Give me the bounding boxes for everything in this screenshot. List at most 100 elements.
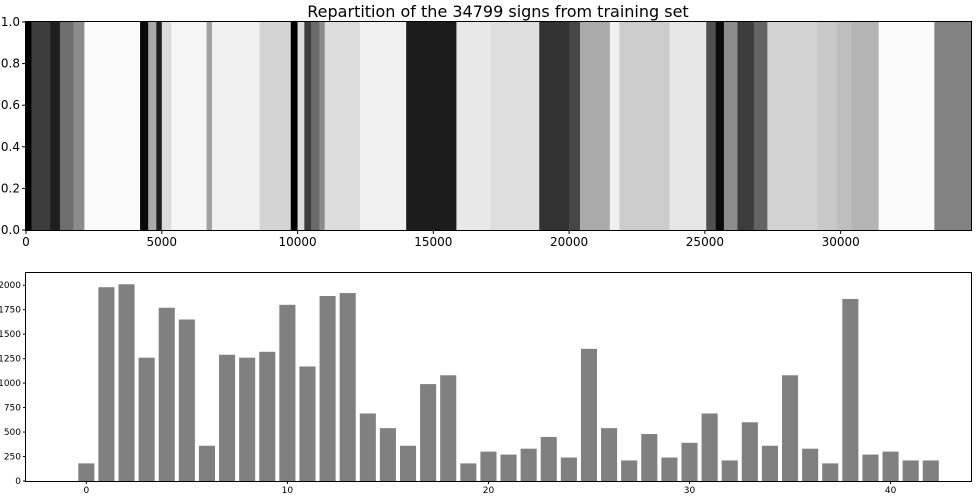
chart1-y-tick-label-1: 0.2 <box>1 181 20 195</box>
chart2-bar-29 <box>661 457 678 481</box>
chart1-segment-39 <box>878 22 935 230</box>
chart2-bar-15 <box>379 428 396 481</box>
chart1-segment-31 <box>715 22 725 230</box>
chart1-frame <box>25 21 972 231</box>
chart1-y-tick-label-5: 1.0 <box>1 15 20 29</box>
chart2-bar-20 <box>480 451 497 481</box>
chart2-bar-40 <box>882 451 899 481</box>
chart2-bar-26 <box>601 428 618 481</box>
chart1-x-tick-label-2: 10000 <box>278 235 316 249</box>
chart1-segment-16 <box>304 22 312 230</box>
chart2-y-ticks: 0 250 500 750 1000 1250 1500 1750 2000 <box>0 281 26 487</box>
chart2-x-tick-label-2: 20 <box>483 486 495 496</box>
chart1-x-tick-label-5: 25000 <box>686 235 724 249</box>
chart2-y-tick-label-0: 0 <box>15 477 21 487</box>
chart2-bar-35 <box>782 375 799 481</box>
chart1-segment-24 <box>539 22 570 230</box>
chart2-bar-17 <box>420 384 437 481</box>
chart1-x-tick-label-4: 20000 <box>550 235 588 249</box>
chart1-segment-34 <box>753 22 768 230</box>
chart1-x-tick-label-6: 30000 <box>822 235 860 249</box>
chart2-bar-16 <box>399 445 417 481</box>
chart1-plot: 0 5000 10000 15000 20000 25000 30000 0.0 0.2 0.4… <box>1 15 972 249</box>
chart1-segment-25 <box>569 22 581 230</box>
chart2-bar-0 <box>78 463 95 481</box>
chart2-y-tick-label-3: 750 <box>4 404 21 414</box>
chart2-bar-36 <box>802 448 819 481</box>
chart1-title: Repartition of the 34799 signs from trai… <box>307 2 688 21</box>
chart2-x-ticks: 0 10 20 30 40 <box>83 481 897 496</box>
chart2-bar-30 <box>681 442 698 481</box>
chart1-segment-18 <box>319 22 326 230</box>
chart2-bar-42 <box>922 460 939 481</box>
chart2-bar-8 <box>239 357 256 481</box>
chart2-bar-37 <box>822 463 839 481</box>
chart2-bar-12 <box>319 296 336 481</box>
chart1-y-tick-label-0: 0.0 <box>1 223 20 237</box>
chart2-bar-28 <box>641 434 658 481</box>
chart1-segment-8 <box>156 22 163 230</box>
chart1-segment-1 <box>31 22 51 230</box>
chart2-bar-9 <box>259 351 276 481</box>
chart1-segment-33 <box>737 22 755 230</box>
chart2-bar-38 <box>842 298 859 481</box>
chart1-segment-6 <box>140 22 149 230</box>
chart1-segment-0 <box>26 22 32 230</box>
chart2-bar-21 <box>500 454 517 481</box>
chart1-segment-17 <box>311 22 320 230</box>
chart2-y-tick-label-5: 1250 <box>0 355 21 365</box>
chart1-segment-12 <box>212 22 260 230</box>
chart2-y-tick-label-1: 250 <box>4 453 21 463</box>
chart2-bar-19 <box>460 463 477 481</box>
chart2-bar-34 <box>761 445 778 481</box>
chart2-y-tick-label-8: 2000 <box>0 281 21 291</box>
chart2-y-tick-label-4: 1000 <box>0 379 21 389</box>
chart1-segment-28 <box>619 22 670 230</box>
chart2-bar-6 <box>198 445 215 481</box>
chart1-y-tick-label-3: 0.6 <box>1 98 20 112</box>
chart2-bar-33 <box>741 422 758 481</box>
chart1-segment-27 <box>609 22 620 230</box>
chart1-segment-22 <box>456 22 491 230</box>
chart1-x-tick-label-0: 0 <box>22 235 30 249</box>
chart1-segment-2 <box>50 22 61 230</box>
chart1-segment-19 <box>324 22 361 230</box>
chart2-frame <box>25 272 972 482</box>
chart1-segment-4 <box>73 22 85 230</box>
chart2-bar-18 <box>440 375 457 481</box>
chart2-bar-27 <box>621 460 638 481</box>
chart1-segment-10 <box>171 22 207 230</box>
chart2-y-tick-label-2: 500 <box>4 428 21 438</box>
chart2-bar-5 <box>178 319 195 481</box>
chart2-bar-10 <box>279 304 296 481</box>
chart2-bar-39 <box>862 454 879 481</box>
chart1-y-ticks: 0.0 0.2 0.4 0.6 0.8 1.0 <box>1 15 26 237</box>
chart1-x-tick-label-1: 5000 <box>147 235 178 249</box>
chart1-segment-36 <box>817 22 837 230</box>
chart1-y-tick-label-2: 0.4 <box>1 140 20 154</box>
chart1-segment-32 <box>723 22 738 230</box>
chart2-x-tick-label-1: 10 <box>282 486 294 496</box>
chart2-y-tick-label-6: 1500 <box>0 330 21 340</box>
chart2-x-tick-label-4: 40 <box>885 486 897 496</box>
chart1-segment-38 <box>851 22 879 230</box>
chart2-bar-7 <box>219 354 236 481</box>
chart2-x-tick-label-3: 30 <box>684 486 696 496</box>
chart2-bars <box>78 284 939 481</box>
chart2-bar-31 <box>701 413 718 481</box>
chart2-plot: 0 10 20 30 40 0 250 500 750 1000 1250 1500 1750 2000 <box>0 272 972 496</box>
chart1-segment-21 <box>406 22 457 230</box>
chart1-segment-40 <box>934 22 972 230</box>
chart1-segment-14 <box>290 22 298 230</box>
chart1-segment-23 <box>490 22 540 230</box>
chart2-bar-23 <box>540 436 557 481</box>
chart2-bar-3 <box>138 357 155 481</box>
chart2-bar-13 <box>339 293 356 481</box>
chart1-segment-7 <box>148 22 157 230</box>
chart2-bar-14 <box>359 413 376 481</box>
chart2-bar-41 <box>902 460 919 481</box>
chart1-segment-30 <box>706 22 717 230</box>
chart2-bar-24 <box>560 457 577 481</box>
chart2-x-tick-label-0: 0 <box>83 486 89 496</box>
